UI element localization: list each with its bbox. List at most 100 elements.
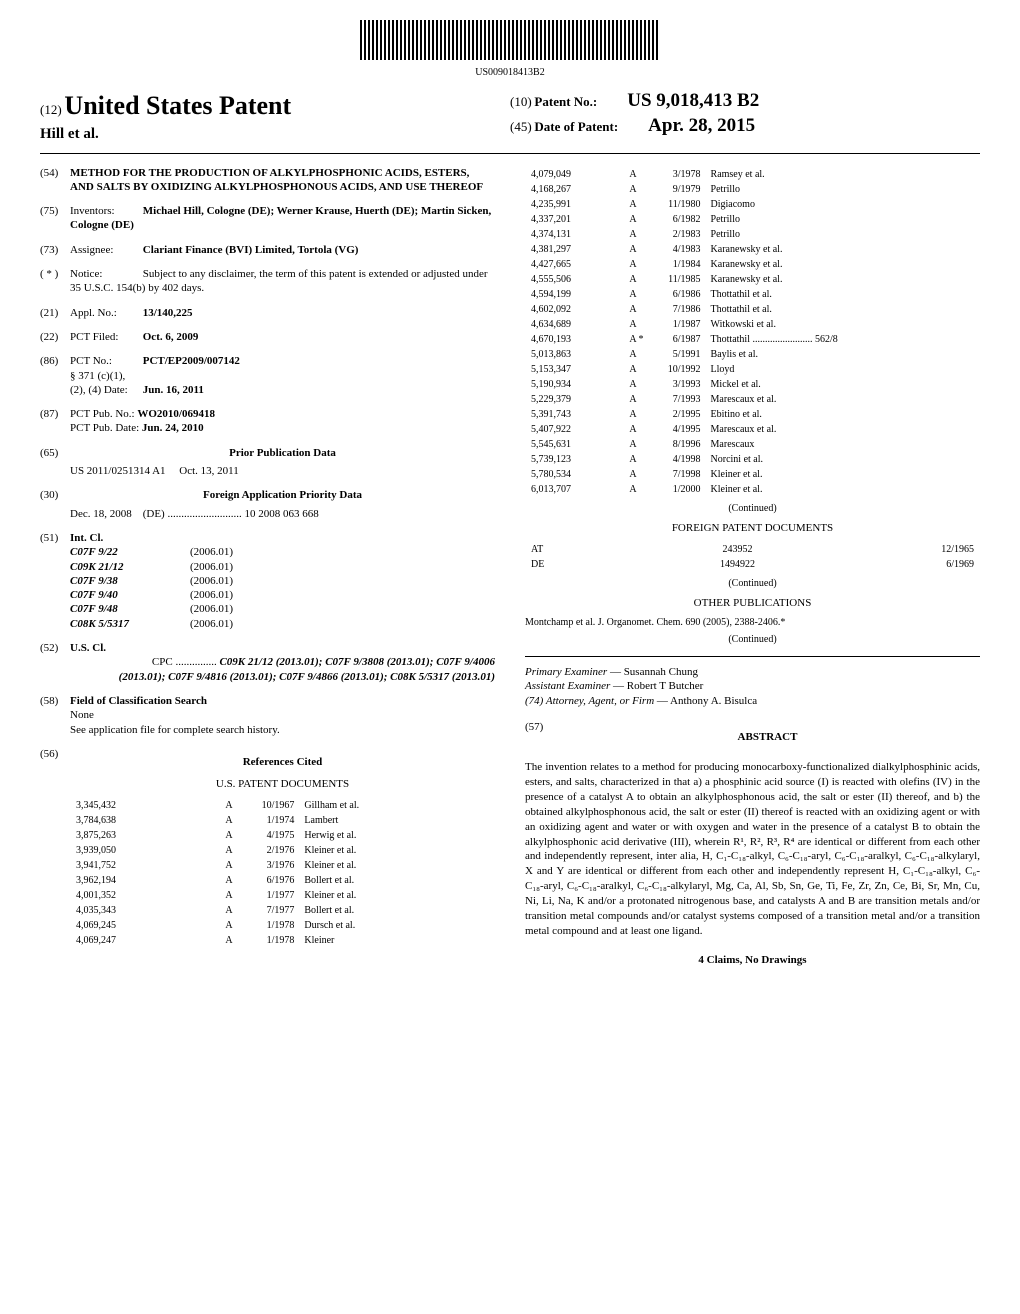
- patent-type: A: [625, 303, 647, 316]
- section-num: (52): [40, 641, 70, 684]
- intcl-code: C07F 9/48: [70, 602, 190, 616]
- section-num: (87): [40, 407, 70, 436]
- patent-type: A: [625, 468, 647, 481]
- patent-date: 3/1976: [243, 859, 298, 872]
- patent-type: A: [625, 363, 647, 376]
- patent-number: 3,939,050: [72, 844, 219, 857]
- patent-inventor: Thottathil et al.: [707, 288, 978, 301]
- intcl-item: C09K 21/12(2006.01): [70, 560, 495, 574]
- foreign-num: 1494922: [569, 558, 906, 571]
- patent-row: 4,001,352A1/1977Kleiner et al.: [72, 889, 493, 902]
- intcl-code: C07F 9/22: [70, 545, 190, 559]
- patent-inventor: Lloyd: [707, 363, 978, 376]
- patent-type: A: [625, 243, 647, 256]
- foreign-cc: DE: [527, 558, 567, 571]
- patent-date: 4/1975: [243, 829, 298, 842]
- patent-number: 3,875,263: [72, 829, 219, 842]
- patent-inventor: Karanewsky et al.: [707, 273, 978, 286]
- claims-line: 4 Claims, No Drawings: [525, 953, 980, 967]
- patent-type: A: [625, 483, 647, 496]
- patent-date: 3/1993: [650, 378, 705, 391]
- patent-date: 9/1979: [650, 183, 705, 196]
- refs-section: (56) References Cited U.S. PATENT DOCUME…: [40, 747, 495, 950]
- pct-pub-date-label: PCT Pub. Date:: [70, 422, 139, 434]
- foreign-num: 243952: [569, 543, 906, 556]
- title-section: (54) METHOD FOR THE PRODUCTION OF ALKYLP…: [40, 166, 495, 195]
- patent-row: 5,780,534A7/1998Kleiner et al.: [527, 468, 978, 481]
- foreign-heading: Foreign Application Priority Data: [70, 488, 495, 502]
- continued-other: (Continued): [525, 633, 980, 646]
- patent-number: 3,941,752: [72, 859, 219, 872]
- section-num: (22): [40, 330, 70, 344]
- intcl-item: C07F 9/22(2006.01): [70, 545, 495, 559]
- patent-inventor: Petrillo: [707, 213, 978, 226]
- date-prefix: (45): [510, 119, 532, 134]
- intcl-year: (2006.01): [190, 588, 233, 602]
- examiner-block: Primary Examiner — Susannah Chung Assist…: [525, 665, 980, 708]
- barcode-graphic: [360, 20, 660, 60]
- patent-inventor: Kleiner et al.: [300, 859, 493, 872]
- patent-type: A: [221, 904, 241, 917]
- patent-number: 5,229,379: [527, 393, 623, 406]
- intcl-year: (2006.01): [190, 574, 233, 588]
- uscl-section: (52) U.S. Cl. CPC ............... C09K 2…: [40, 641, 495, 684]
- patent-type: A: [625, 228, 647, 241]
- patent-type: A: [625, 198, 647, 211]
- us-patents-table: 3,345,432A10/1967Gillham et al.3,784,638…: [70, 797, 495, 949]
- patent-inventor: Mickel et al.: [707, 378, 978, 391]
- assistant-examiner-name: Robert T Butcher: [627, 680, 704, 692]
- patent-type: A: [625, 438, 647, 451]
- patent-row: 3,941,752A3/1976Kleiner et al.: [72, 859, 493, 872]
- header-right: (10) Patent No.: US 9,018,413 B2 (45) Da…: [510, 89, 980, 144]
- patent-date: 2/1983: [650, 228, 705, 241]
- patent-number: 4,670,193: [527, 333, 623, 346]
- foreign-date: Dec. 18, 2008: [70, 508, 132, 520]
- left-column: (54) METHOD FOR THE PRODUCTION OF ALKYLP…: [40, 166, 495, 967]
- patent-row: 4,035,343A7/1977Bollert et al.: [72, 904, 493, 917]
- patent-row: 4,235,991A11/1980Digiacomo: [527, 198, 978, 211]
- patent-date: 1/1978: [243, 919, 298, 932]
- section-num: ( * ): [40, 267, 70, 296]
- patent-number: 4,602,092: [527, 303, 623, 316]
- patent-date: 4/1983: [650, 243, 705, 256]
- foreign-date: 12/1965: [908, 543, 978, 556]
- patent-type: A: [221, 934, 241, 947]
- patent-row: 4,634,689A1/1987Witkowski et al.: [527, 318, 978, 331]
- patent-number: 5,190,934: [527, 378, 623, 391]
- patent-row: 4,079,049A3/1978Ramsey et al.: [527, 168, 978, 181]
- foreign-docs-table: AT24395212/1965DE14949226/1969: [525, 541, 980, 573]
- patent-inventor: Kleiner et al.: [300, 844, 493, 857]
- patent-date: 6/1982: [650, 213, 705, 226]
- patent-inventor: Petrillo: [707, 183, 978, 196]
- right-column: 4,079,049A3/1978Ramsey et al.4,168,267A9…: [525, 166, 980, 967]
- cpc-label: CPC ...............: [152, 656, 217, 668]
- patent-date: 6/1986: [650, 288, 705, 301]
- patent-row: 4,069,245A1/1978Dursch et al.: [72, 919, 493, 932]
- patent-type: A: [221, 829, 241, 842]
- foreign-cc: AT: [527, 543, 567, 556]
- patent-number: 4,427,665: [527, 258, 623, 271]
- patent-number: 4,079,049: [527, 168, 623, 181]
- patent-type: A: [625, 258, 647, 271]
- assignee-section: (73) Assignee: Clariant Finance (BVI) Li…: [40, 243, 495, 257]
- inventors-section: (75) Inventors: Michael Hill, Cologne (D…: [40, 204, 495, 233]
- intcl-code: C07F 9/40: [70, 588, 190, 602]
- us-patents-table-right: 4,079,049A3/1978Ramsey et al.4,168,267A9…: [525, 166, 980, 498]
- patent-number: 3,345,432: [72, 799, 219, 812]
- section-num: (21): [40, 306, 70, 320]
- patent-row: 4,602,092A7/1986Thottathil et al.: [527, 303, 978, 316]
- prior-pub: US 2011/0251314 A1: [70, 465, 166, 477]
- patent-inventor: Baylis et al.: [707, 348, 978, 361]
- pct-pub-section: (87) PCT Pub. No.: WO2010/069418 PCT Pub…: [40, 407, 495, 436]
- patent-number: 4,001,352: [72, 889, 219, 902]
- patent-date: 8/1996: [650, 438, 705, 451]
- section-num: (51): [40, 531, 70, 631]
- patent-no-prefix: (10): [510, 94, 532, 109]
- field-none: None: [70, 708, 495, 722]
- patent-title: METHOD FOR THE PRODUCTION OF ALKYLPHOSPH…: [70, 166, 495, 195]
- prior-pub-section: (65) Prior Publication Data US 2011/0251…: [40, 446, 495, 479]
- patent-inventor: Thottathil et al.: [707, 303, 978, 316]
- intcl-item: C07F 9/48(2006.01): [70, 602, 495, 616]
- patent-inventor: Bollert et al.: [300, 904, 493, 917]
- pct-no-label: PCT No.:: [70, 354, 140, 368]
